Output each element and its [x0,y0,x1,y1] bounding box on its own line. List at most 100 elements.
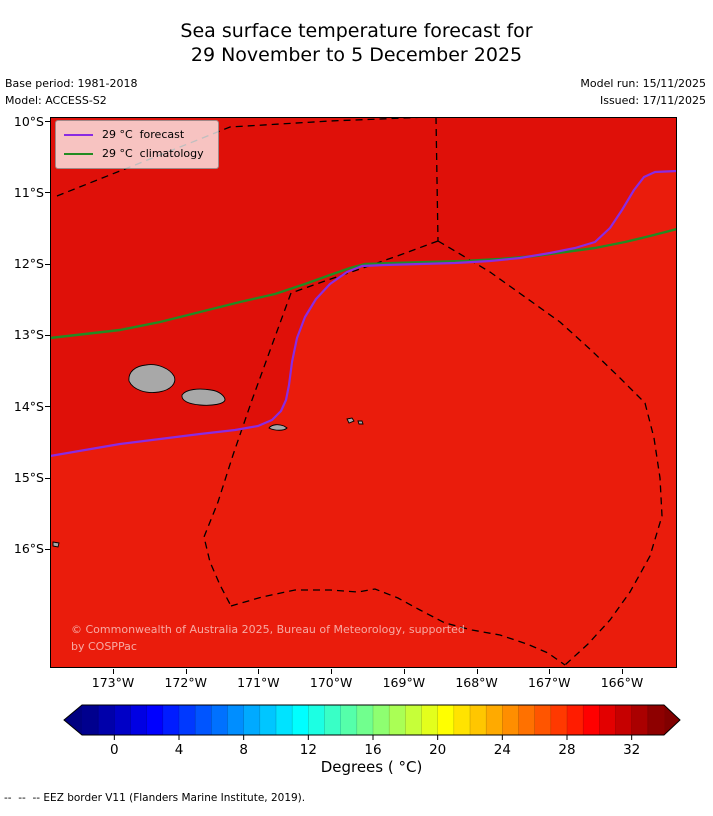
colorbar-segment [162,705,180,735]
lat-tick [45,548,50,550]
colorbar-segment [437,705,455,735]
colorbar-segment [308,705,325,735]
copyright-note: © Commonwealth of Australia 2025, Bureau… [71,621,465,655]
climatology-contour [50,227,677,340]
colorbar [63,704,681,740]
eez-border-segment [437,240,663,666]
lat-tick-label: 14°S [13,398,44,414]
colorbar-segment [567,705,584,735]
lon-tick-label: 171°W [237,675,280,690]
colorbar-segment [373,705,390,735]
colorbar-tick-label: 24 [493,742,511,758]
eez-border-segment [290,240,439,294]
lat-tick [45,263,50,265]
title-line1: Sea surface temperature forecast for [180,20,533,42]
lat-tick-label: 11°S [13,184,44,200]
lon-tick [621,669,623,674]
eez-border-segment [203,292,292,607]
copyright-line1: © Commonwealth of Australia 2025, Bureau… [71,622,465,636]
colorbar-tick-label: 4 [174,742,184,758]
colorbar-right-arrow [664,705,680,735]
colorbar-segment [647,705,665,735]
eez-border-segment [230,588,566,666]
lat-tick [45,334,50,336]
colorbar-tick-label: 16 [364,742,382,758]
legend-row-climatology: 29 °C climatology [64,144,204,163]
colorbar-segment [211,705,228,735]
colorbar-segment [502,705,519,735]
lon-tick [258,669,260,674]
colorbar-segment [534,705,552,735]
colorbar-tick-label: 8 [239,742,248,758]
model-run-label: Model run: 15/11/2025 [580,77,706,90]
sst-map [50,117,677,668]
colorbar-segment [389,705,406,735]
map-border [50,117,677,668]
forecast-line-swatch [64,133,93,136]
colorbar-outline [63,704,681,736]
lon-tick [185,669,187,674]
map-area: 29 °C forecast 29 °C climatology © Commo… [50,117,677,668]
issued-label: Issued: 17/11/2025 [599,93,706,107]
lat-tick-label: 10°S [13,113,44,129]
colorbar-segment [243,705,261,735]
colorbar-tick-label: 12 [299,742,317,758]
colorbar-label: Degrees ( °C) [320,758,423,776]
forecast-contour [50,169,677,458]
lon-tick-label: 167°W [528,675,571,690]
lon-tick [331,669,333,674]
island [181,388,226,406]
colorbar-segment [356,705,374,735]
colorbar-segment [114,705,131,735]
colorbar-segment [421,705,439,735]
colorbar-tick-label: 20 [429,742,447,758]
lat-tick-label: 15°S [13,470,44,485]
colorbar-segment [583,705,600,735]
colorbar-segment [340,705,358,735]
meta-right: Model run: 15/11/2025 Issued: 17/11/2025 [580,76,706,109]
copyright-line2: by COSPPac [71,639,137,653]
lon-tick-label: 173°W [91,675,135,690]
lon-tick-label: 169°W [382,675,426,690]
colorbar-segment [98,705,115,735]
map-legend: 29 °C forecast 29 °C climatology [55,120,219,169]
colorbar-tick-label: 32 [623,742,641,758]
island [128,364,176,393]
sst-field-north [50,117,677,456]
lat-tick [45,192,50,194]
lon-tick [549,669,551,674]
colorbar-segment [179,705,196,735]
climatology-line-swatch [64,152,93,155]
colorbar-segment [518,705,536,735]
colorbar-segment [195,705,212,735]
lon-tick [403,669,405,674]
legend-row-forecast: 29 °C forecast [64,125,204,144]
eez-border-segment [435,117,439,242]
colorbar-left-arrow [64,705,82,735]
page-title: Sea surface temperature forecast for 29 … [0,20,713,68]
island [268,424,288,431]
colorbar-segment [453,705,471,735]
base-period-label: Base period: 1981-2018 [5,77,138,90]
lon-tick [113,669,114,674]
legend-label-forecast: 29 °C forecast [102,128,185,141]
lat-tick-label: 12°S [13,256,44,272]
colorbar-segment [405,705,422,735]
colorbar-segment [130,705,148,735]
colorbar-segment [599,705,616,735]
colorbar-segment [486,705,503,735]
lat-tick [45,121,50,122]
model-label: Model: ACCESS-S2 [5,93,107,107]
colorbar-segment [292,705,309,735]
colorbar-segment [550,705,568,735]
colorbar-segment [146,705,164,735]
colorbar-tick-label: 28 [558,742,576,758]
colorbar-segment [470,705,487,735]
colorbar-tick-label: 0 [110,742,119,758]
colorbar-segment [259,705,277,735]
lat-tick-label: 13°S [13,327,44,343]
island [52,541,60,548]
colorbar-segment [631,705,649,735]
eez-footnote: -- -- -- EEZ border V11 (Flanders Marine… [4,792,306,804]
